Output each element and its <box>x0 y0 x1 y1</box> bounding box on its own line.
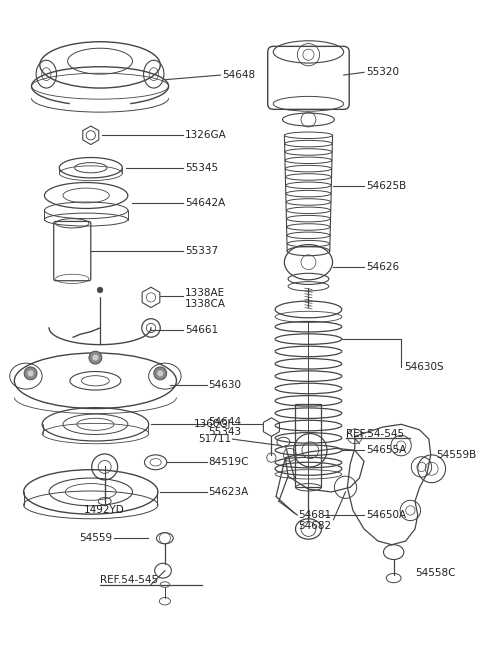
Text: 54655A: 54655A <box>366 445 406 455</box>
Text: 54623A: 54623A <box>208 487 249 497</box>
Text: 54661: 54661 <box>185 325 218 335</box>
Text: REF.54-545: REF.54-545 <box>100 575 158 585</box>
Text: 54681: 54681 <box>299 510 332 520</box>
Text: 54648: 54648 <box>222 70 255 80</box>
Text: 55343: 55343 <box>208 426 241 437</box>
Bar <box>296 404 322 487</box>
Circle shape <box>157 370 164 377</box>
Text: REF.54-545: REF.54-545 <box>346 428 404 439</box>
Text: 54559B: 54559B <box>436 450 477 460</box>
Text: 54625B: 54625B <box>366 181 406 191</box>
Text: 55345: 55345 <box>185 162 218 173</box>
Text: 54644: 54644 <box>208 417 241 426</box>
Text: 54682: 54682 <box>299 521 332 531</box>
Text: 54642A: 54642A <box>185 198 226 208</box>
Text: 54558C: 54558C <box>415 569 456 578</box>
Text: 54650A: 54650A <box>366 510 406 520</box>
Text: 84519C: 84519C <box>208 457 249 467</box>
Text: 1360GJ: 1360GJ <box>194 419 231 429</box>
Text: 54626: 54626 <box>366 262 399 272</box>
Circle shape <box>24 367 37 380</box>
Text: 1338CA: 1338CA <box>185 299 226 309</box>
Text: 1338AE: 1338AE <box>185 288 226 298</box>
Text: 55320: 55320 <box>366 67 399 77</box>
Text: 55337: 55337 <box>185 246 218 256</box>
Text: 1326GA: 1326GA <box>185 130 227 140</box>
Text: 54630: 54630 <box>208 381 241 390</box>
Text: 51711: 51711 <box>198 434 231 444</box>
Circle shape <box>27 370 34 377</box>
Text: 54559: 54559 <box>79 533 112 543</box>
Circle shape <box>154 367 167 380</box>
Circle shape <box>92 354 99 361</box>
Circle shape <box>97 287 103 293</box>
Circle shape <box>89 351 102 364</box>
Text: 54630S: 54630S <box>404 362 444 372</box>
Text: 1492YD: 1492YD <box>84 506 125 515</box>
